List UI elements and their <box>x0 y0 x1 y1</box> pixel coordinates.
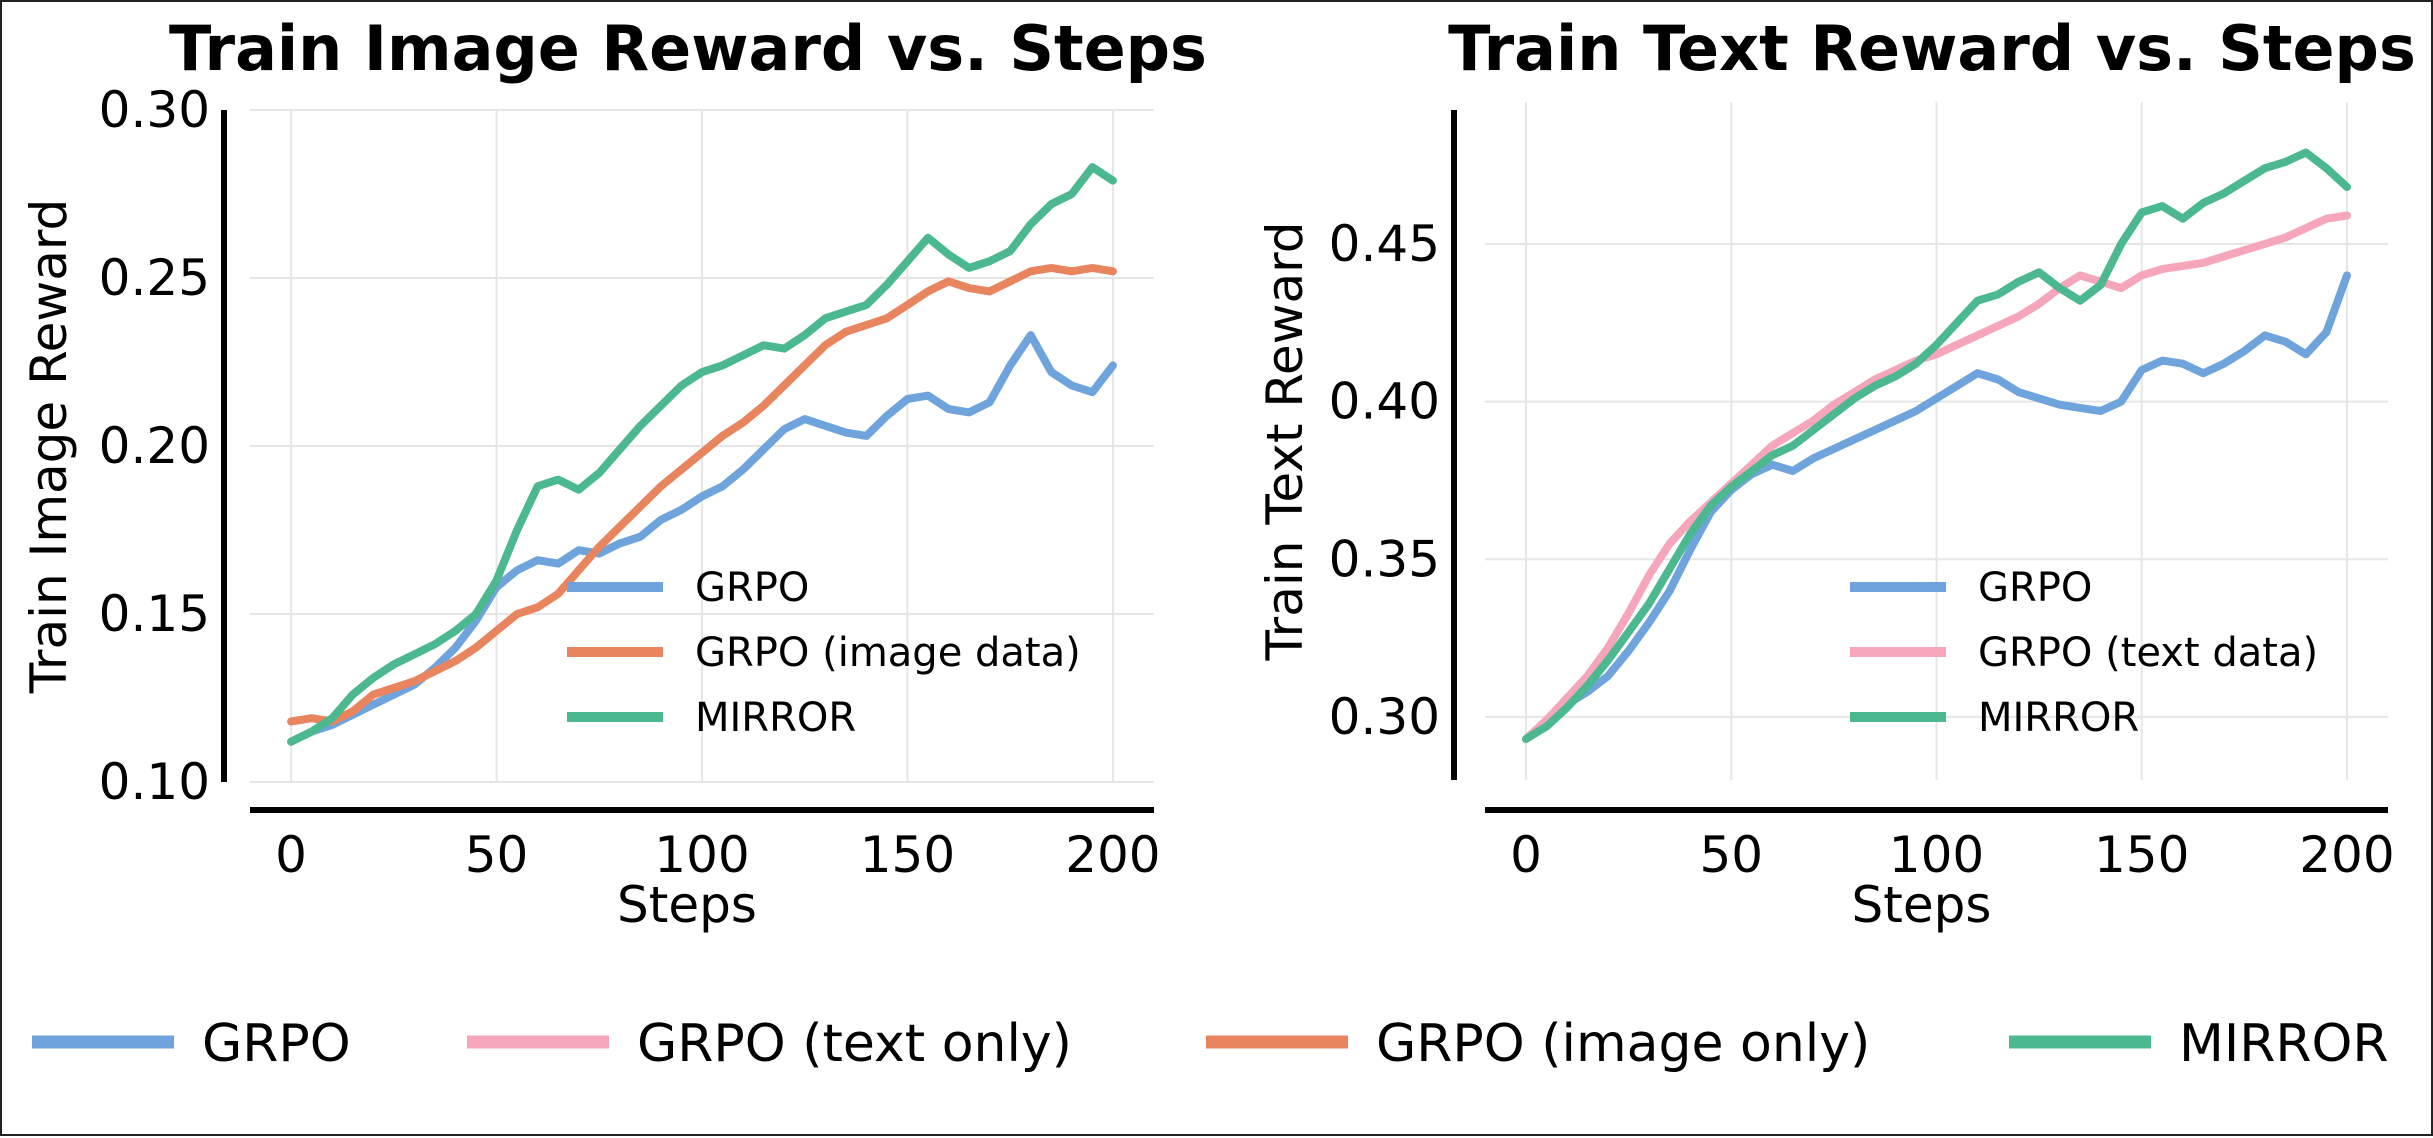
x-tick-label: 100 <box>654 826 749 884</box>
series-line-grpo-text-only <box>1522 211 2351 743</box>
legend-label: MIRROR <box>695 695 856 741</box>
bottom-legend: GRPO GRPO (text only) GRPO (image only) MIR… <box>32 1014 2389 1074</box>
x-tick-label: 200 <box>2299 826 2394 884</box>
bottom-legend-label: MIRROR <box>2179 1014 2389 1074</box>
y-tick-label: 0.25 <box>99 249 210 307</box>
bottom-legend-label: GRPO (image only) <box>1376 1014 1870 1074</box>
legend-label: GRPO <box>695 565 809 611</box>
series-line-mirror <box>1522 148 2351 743</box>
y-axis-label: Train Text Reward <box>1256 221 1314 661</box>
y-tick-label: 0.20 <box>99 417 210 475</box>
y-tick-label: 0.30 <box>1329 688 1440 746</box>
legend-label: GRPO (text data) <box>1978 630 2318 676</box>
x-tick-label: 150 <box>860 826 955 884</box>
y-tick-label: 0.30 <box>99 81 210 139</box>
x-axis-label: Steps <box>1852 876 1992 934</box>
legend-label: GRPO (image data) <box>695 630 1081 676</box>
inner-legend: GRPO GRPO (text data) MIRROR <box>1850 565 2318 741</box>
legend-label: MIRROR <box>1978 695 2139 741</box>
chart-title: Train Text Reward vs. Steps <box>1448 12 2416 85</box>
y-tick-label: 0.45 <box>1329 215 1440 273</box>
y-tick-label: 0.35 <box>1329 530 1440 588</box>
series-line-grpo <box>1522 271 2351 743</box>
legend-label: GRPO <box>1978 565 2092 611</box>
x-tick-label: 200 <box>1065 826 1160 884</box>
series-line-grpo-image-only <box>287 263 1117 726</box>
x-tick-label: 50 <box>1699 826 1763 884</box>
x-tick-label: 50 <box>465 826 529 884</box>
x-tick-label: 150 <box>2094 826 2189 884</box>
x-tick-label: 100 <box>1889 826 1984 884</box>
bottom-legend-label: GRPO (text only) <box>637 1014 1072 1074</box>
bottom-legend-label: GRPO <box>202 1014 351 1074</box>
chart-title: Train Image Reward vs. Steps <box>169 12 1207 85</box>
y-axis-label: Train Image Reward <box>20 199 78 695</box>
x-tick-label: 0 <box>275 826 307 884</box>
series-line-mirror <box>287 163 1117 746</box>
y-tick-label: 0.40 <box>1329 373 1440 431</box>
x-axis-label: Steps <box>617 876 757 934</box>
chart-panel-2: 0 50 100 150 200 0.30 0.35 0.40 0.45 Train Text R… <box>1256 12 2416 934</box>
inner-legend: GRPO GRPO (image data) MIRROR <box>567 565 1081 741</box>
y-tick-label: 0.15 <box>99 585 210 643</box>
y-tick-label: 0.10 <box>99 753 210 811</box>
x-tick-label: 0 <box>1510 826 1542 884</box>
